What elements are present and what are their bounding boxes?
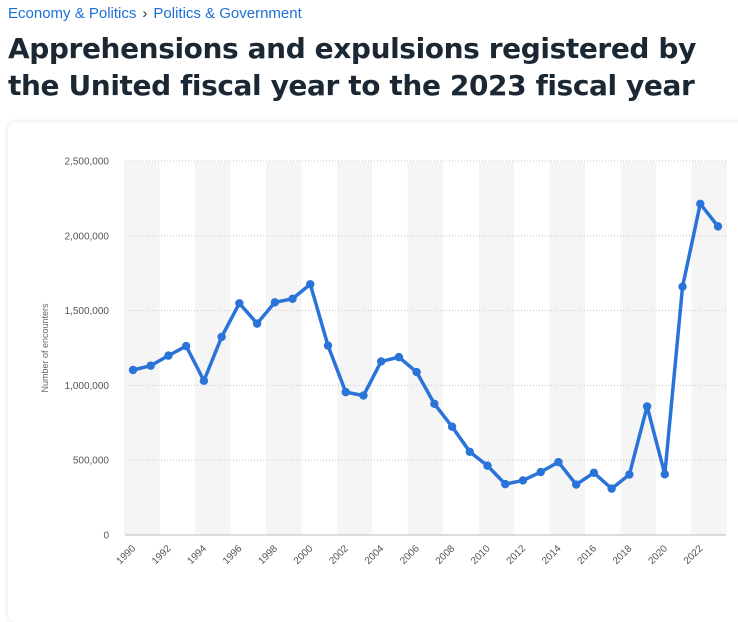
y-tick-label: 2,500,000 — [65, 157, 110, 168]
data-point-2003 — [359, 391, 368, 400]
x-axis-ticks: 1990 1992 1994 1996 1998 2000 2002 2004 2006 2008… — [115, 543, 706, 567]
x-tick-label: 2018 — [611, 543, 635, 567]
x-tick-label: 2012 — [505, 543, 529, 567]
data-point-1995 — [217, 332, 226, 342]
x-tick-label: 2006 — [398, 543, 422, 567]
data-point-1999 — [288, 294, 297, 303]
data-point-1990 — [128, 365, 138, 375]
y-tick-label: 1,500,000 — [65, 306, 110, 317]
data-point-2009 — [465, 447, 475, 457]
data-point-2022 — [696, 199, 705, 208]
band-2014 — [549, 161, 586, 535]
x-tick-label: 2016 — [576, 543, 600, 567]
data-point-2007 — [430, 399, 439, 409]
data-point-2000 — [306, 280, 315, 289]
chart-card: 0 500,000 1,000,000 1,500,000 2,000,000 2,500… — [8, 122, 738, 622]
breadcrumb-economy-politics[interactable]: Economy & Politics — [8, 5, 137, 22]
band-1994 — [195, 161, 231, 535]
y-tick-label: 500,000 — [73, 456, 110, 467]
x-tick-label: 1994 — [186, 543, 210, 567]
x-tick-label: 2002 — [327, 543, 351, 567]
data-point-1996 — [235, 299, 244, 308]
data-point-2005 — [394, 352, 404, 362]
data-point-2013 — [536, 467, 545, 477]
band-2006 — [407, 161, 444, 535]
data-point-2016 — [589, 468, 599, 477]
x-tick-label: 2010 — [469, 543, 493, 567]
data-point-2023 — [713, 222, 723, 231]
y-tick-label: 2,000,000 — [65, 231, 110, 242]
data-point-2001 — [323, 341, 333, 350]
data-point-2018 — [625, 470, 634, 479]
breadcrumb-politics-government[interactable]: Politics & Government — [153, 5, 302, 22]
data-point-2017 — [607, 484, 616, 493]
data-point-2020 — [660, 470, 670, 479]
x-tick-label: 2022 — [682, 543, 706, 567]
data-point-2014 — [554, 457, 563, 467]
breadcrumb-separator: › — [142, 5, 148, 22]
x-tick-label: 1998 — [256, 543, 280, 567]
line-chart: 0 500,000 1,000,000 1,500,000 2,000,000 2,500… — [40, 157, 727, 567]
data-point-1998 — [270, 298, 280, 307]
data-point-2019 — [642, 402, 652, 411]
x-tick-label: 2008 — [434, 543, 458, 567]
x-tick-label: 1992 — [150, 543, 174, 567]
x-tick-label: 2014 — [540, 543, 564, 567]
y-tick-label: 1,000,000 — [65, 381, 110, 392]
data-point-1992 — [164, 351, 173, 360]
band-1998 — [265, 161, 302, 535]
band-1990 — [124, 161, 160, 535]
series-line — [131, 202, 720, 491]
x-tick-label: 1996 — [221, 543, 245, 567]
data-point-2008 — [447, 422, 457, 431]
data-point-1994 — [199, 376, 209, 385]
y-axis-label: Number of encounters — [40, 303, 50, 393]
data-point-1993 — [181, 341, 191, 351]
x-tick-label: 2020 — [646, 543, 670, 567]
x-tick-label: 2000 — [292, 543, 316, 567]
data-point-2002 — [341, 387, 350, 397]
band-2002 — [336, 161, 373, 535]
x-tick-label: 2004 — [363, 543, 387, 567]
data-point-1997 — [252, 319, 262, 328]
breadcrumb: Economy & Politics › Politics & Government — [8, 5, 302, 22]
y-tick-label: 0 — [103, 531, 109, 542]
data-point-2010 — [483, 461, 492, 470]
data-point-2004 — [376, 357, 386, 366]
y-axis-ticks: 0 500,000 1,000,000 1,500,000 2,000,000 2,500… — [65, 157, 110, 542]
data-point-2006 — [412, 367, 421, 377]
alternating-year-bands — [124, 161, 727, 535]
x-tick-label: 1990 — [115, 543, 139, 567]
page-title: Apprehensions and expulsions registered … — [8, 32, 696, 102]
data-points — [128, 199, 723, 493]
data-point-2021 — [678, 282, 687, 291]
band-2010 — [478, 161, 515, 535]
data-point-2015 — [571, 480, 581, 489]
data-point-2012 — [518, 476, 528, 485]
data-point-2011 — [501, 479, 510, 489]
data-point-1991 — [146, 361, 155, 370]
